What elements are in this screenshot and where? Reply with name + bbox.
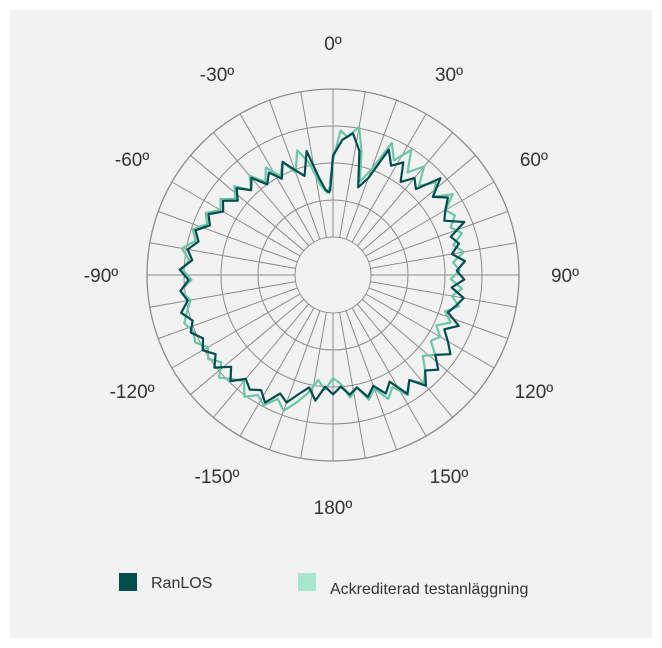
angle-label: 150º <box>430 467 469 488</box>
legend-swatch-ranlos <box>119 573 137 591</box>
angle-label: -150º <box>195 467 240 488</box>
grid-ring <box>146 88 520 462</box>
chart-card <box>10 10 652 638</box>
angle-labels: 0º 30º 60º 90º 120º 150º 180º -150º -120º -90º -60… <box>84 34 579 519</box>
angle-label: 60º <box>520 150 548 171</box>
legend: RanLOS Ackrediterad testanläggning <box>119 573 528 598</box>
legend-label-ranlos: RanLOS <box>151 575 212 592</box>
angle-label: -30º <box>200 65 234 86</box>
series-line-ranlos <box>178 132 467 404</box>
angle-label: 0º <box>324 34 342 55</box>
legend-swatch-ackrediterad <box>298 573 316 591</box>
angle-label: -90º <box>84 266 118 287</box>
angle-label: 90º <box>551 266 579 287</box>
series-line-ackrediterad <box>179 125 465 412</box>
series-layer <box>178 125 467 412</box>
grid-ring <box>257 199 409 351</box>
angle-label: -120º <box>110 382 155 403</box>
polar-grid <box>146 88 520 462</box>
angle-label: 120º <box>515 382 554 403</box>
angle-label: 180º <box>314 498 353 519</box>
legend-label-ackrediterad: Ackrediterad testanläggning <box>330 581 528 598</box>
angle-label: 30º <box>435 65 463 86</box>
grid-ring <box>294 236 372 314</box>
angle-label: -60º <box>115 150 149 171</box>
